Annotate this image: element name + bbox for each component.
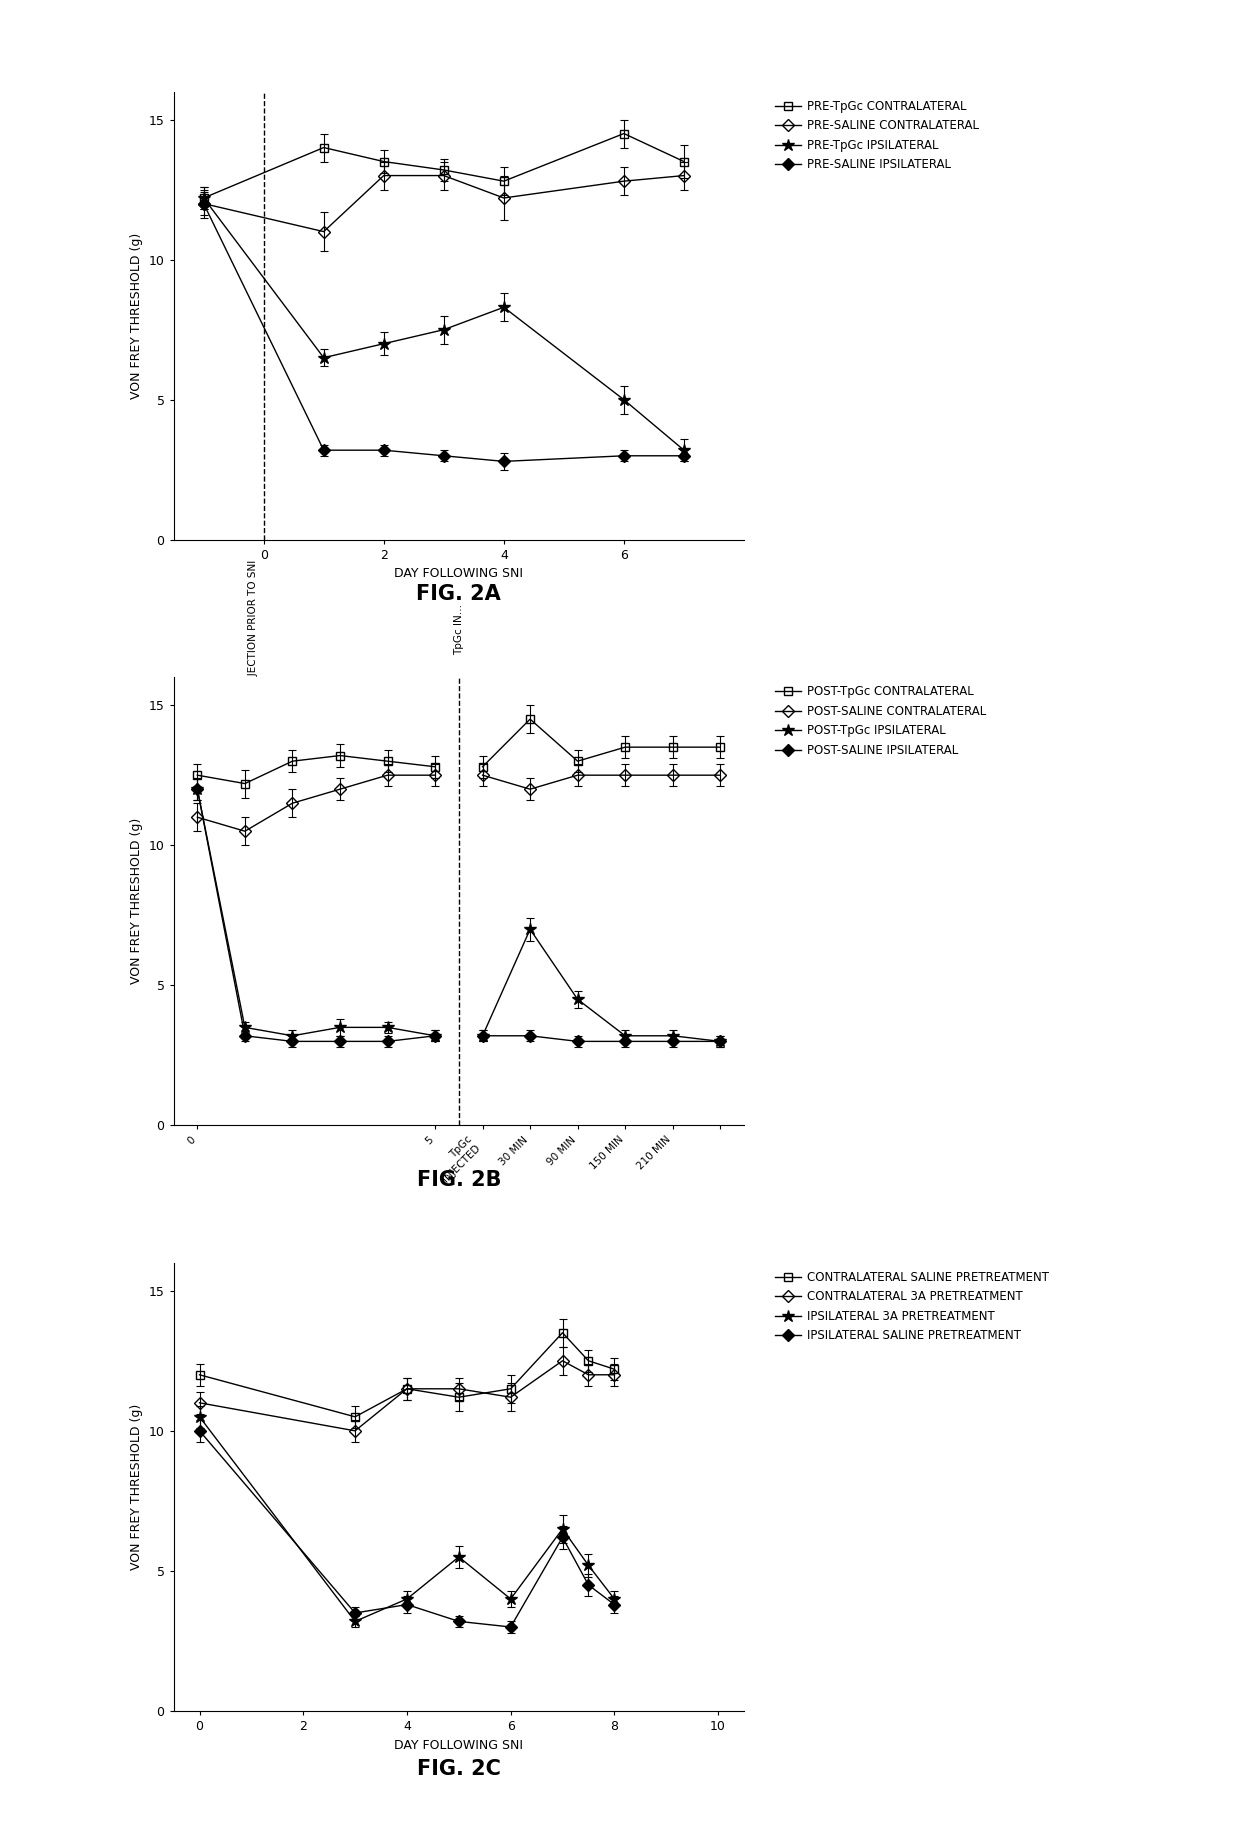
Legend: CONTRALATERAL SALINE PRETREATMENT, CONTRALATERAL 3A PRETREATMENT, IPSILATERAL 3A: CONTRALATERAL SALINE PRETREATMENT, CONTR… xyxy=(773,1268,1052,1345)
X-axis label: DAY FOLLOWING SNI: DAY FOLLOWING SNI xyxy=(394,567,523,580)
Text: DAY FOLLOWING SNI: DAY FOLLOWING SNI xyxy=(252,1270,381,1283)
Text: FIG. 2A: FIG. 2A xyxy=(417,584,501,604)
Text: FIG. 2B: FIG. 2B xyxy=(417,1169,501,1190)
X-axis label: DAY FOLLOWING SNI: DAY FOLLOWING SNI xyxy=(394,1738,523,1751)
Y-axis label: VON FREY THRESHOLD (g): VON FREY THRESHOLD (g) xyxy=(130,232,143,399)
Y-axis label: VON FREY THRESHOLD (g): VON FREY THRESHOLD (g) xyxy=(130,1404,143,1570)
Text: TpGc INJECTION PRIOR TO SNI: TpGc INJECTION PRIOR TO SNI xyxy=(248,560,258,716)
Legend: PRE-TpGc CONTRALATERAL, PRE-SALINE CONTRALATERAL, PRE-TpGc IPSILATERAL, PRE-SALI: PRE-TpGc CONTRALATERAL, PRE-SALINE CONTR… xyxy=(773,97,981,174)
Legend: POST-TpGc CONTRALATERAL, POST-SALINE CONTRALATERAL, POST-TpGc IPSILATERAL, POST-: POST-TpGc CONTRALATERAL, POST-SALINE CON… xyxy=(773,683,988,759)
Text: TpGc IN…: TpGc IN… xyxy=(454,604,464,655)
Y-axis label: VON FREY THRESHOLD (g): VON FREY THRESHOLD (g) xyxy=(130,818,143,985)
Text: FIG. 2C: FIG. 2C xyxy=(417,1759,501,1779)
